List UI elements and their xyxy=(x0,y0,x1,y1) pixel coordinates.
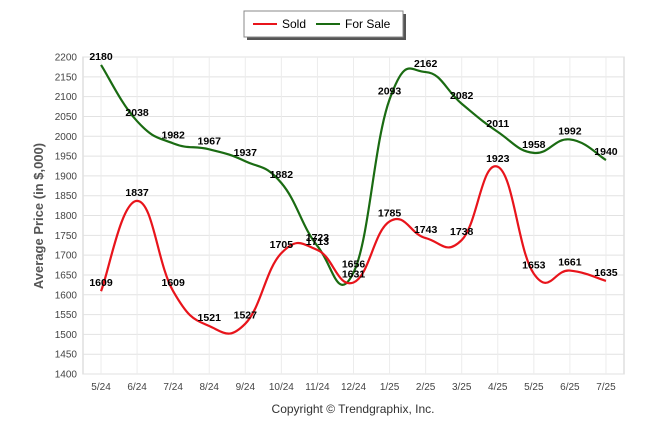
data-label-sold: 1743 xyxy=(414,224,438,236)
series-line-for-sale xyxy=(100,64,607,286)
data-label-for-sale: 1982 xyxy=(161,129,185,141)
grid xyxy=(82,56,625,375)
data-label-for-sale: 1882 xyxy=(270,169,294,181)
data-label-sold: 1661 xyxy=(558,257,582,269)
x-tick-label: 7/25 xyxy=(596,382,616,393)
x-tick-label: 7/24 xyxy=(163,382,183,393)
y-tick-label: 1550 xyxy=(55,310,78,321)
x-tick-label: 9/24 xyxy=(236,382,256,393)
data-label-sold: 1785 xyxy=(378,207,402,219)
legend-label-sold: Sold xyxy=(282,17,306,31)
x-tick-label: 4/25 xyxy=(488,382,508,393)
data-label-for-sale: 2011 xyxy=(486,118,509,130)
y-axis-ticks: 1400 1450 1500 1550 1600 1650 1700 1750 1800 1850… xyxy=(55,53,78,381)
x-tick-label: 8/24 xyxy=(199,382,219,393)
data-label-for-sale: 2162 xyxy=(414,58,438,70)
data-label-for-sale: 1940 xyxy=(594,146,618,158)
series-lines xyxy=(100,64,607,335)
y-tick-label: 1450 xyxy=(55,350,78,361)
legend-label-for-sale: For Sale xyxy=(345,17,391,31)
x-tick-label: 2/25 xyxy=(416,382,436,393)
data-label-for-sale: 1958 xyxy=(522,139,546,151)
y-tick-label: 1600 xyxy=(55,290,78,301)
data-label-sold: 1705 xyxy=(270,239,294,251)
data-label-sold: 1609 xyxy=(161,277,185,289)
y-tick-label: 1500 xyxy=(55,330,78,341)
y-tick-label: 1800 xyxy=(55,211,78,222)
y-tick-label: 2200 xyxy=(55,53,78,64)
data-label-sold: 1635 xyxy=(594,267,618,279)
data-label-sold: 1527 xyxy=(234,310,258,322)
data-label-for-sale: 1937 xyxy=(234,147,258,159)
y-tick-label: 1700 xyxy=(55,251,78,262)
y-tick-label: 1850 xyxy=(55,191,78,202)
data-label-for-sale: 2093 xyxy=(378,85,402,97)
data-label-sold: 1653 xyxy=(522,260,546,272)
y-tick-label: 1950 xyxy=(55,152,78,163)
series-line-sold xyxy=(100,165,607,335)
x-axis-ticks: 5/24 6/24 7/24 8/24 9/24 10/24 11/24 12/24 1/25 2… xyxy=(91,382,616,393)
data-label-sold: 1738 xyxy=(450,226,474,238)
x-tick-label: 6/24 xyxy=(127,382,147,393)
x-tick-label: 5/25 xyxy=(524,382,544,393)
y-tick-label: 2150 xyxy=(55,72,78,83)
data-label-sold: 1923 xyxy=(486,153,510,165)
data-label-for-sale: 2180 xyxy=(89,51,113,63)
x-tick-label: 10/24 xyxy=(269,382,294,393)
y-tick-label: 1900 xyxy=(55,171,78,182)
data-label-for-sale: 2082 xyxy=(450,90,474,102)
data-label-for-sale: 1967 xyxy=(198,135,222,147)
y-tick-label: 2050 xyxy=(55,112,78,123)
x-tick-label: 5/24 xyxy=(91,382,111,393)
x-tick-label: 1/25 xyxy=(380,382,400,393)
legend: Sold For Sale xyxy=(243,10,406,40)
y-axis-title: Average Price (in $,000) xyxy=(31,143,46,289)
data-label-for-sale: 1656 xyxy=(342,259,366,271)
data-label-sold: 1713 xyxy=(306,236,330,248)
x-tick-label: 11/24 xyxy=(305,382,330,393)
copyright-footer: Copyright © Trendgraphix, Inc. xyxy=(272,402,435,416)
data-label-sold: 1837 xyxy=(125,187,149,199)
y-tick-label: 1650 xyxy=(55,270,78,281)
data-label-sold: 1631 xyxy=(342,268,366,280)
data-labels: 1609 1837 1609 1521 1527 1705 1713 1631 1785 1743… xyxy=(89,51,617,324)
data-label-for-sale: 2038 xyxy=(125,107,149,119)
data-label-for-sale: 1992 xyxy=(558,125,582,137)
y-tick-label: 1400 xyxy=(55,370,78,381)
x-tick-label: 6/25 xyxy=(560,382,580,393)
y-tick-label: 2000 xyxy=(55,132,78,143)
y-tick-label: 1750 xyxy=(55,231,78,242)
x-tick-label: 3/25 xyxy=(452,382,472,393)
x-tick-label: 12/24 xyxy=(341,382,366,393)
data-label-sold: 1609 xyxy=(89,277,113,289)
data-label-for-sale: 1723 xyxy=(306,232,330,244)
data-label-sold: 1521 xyxy=(198,312,222,324)
y-tick-label: 2100 xyxy=(55,92,78,103)
